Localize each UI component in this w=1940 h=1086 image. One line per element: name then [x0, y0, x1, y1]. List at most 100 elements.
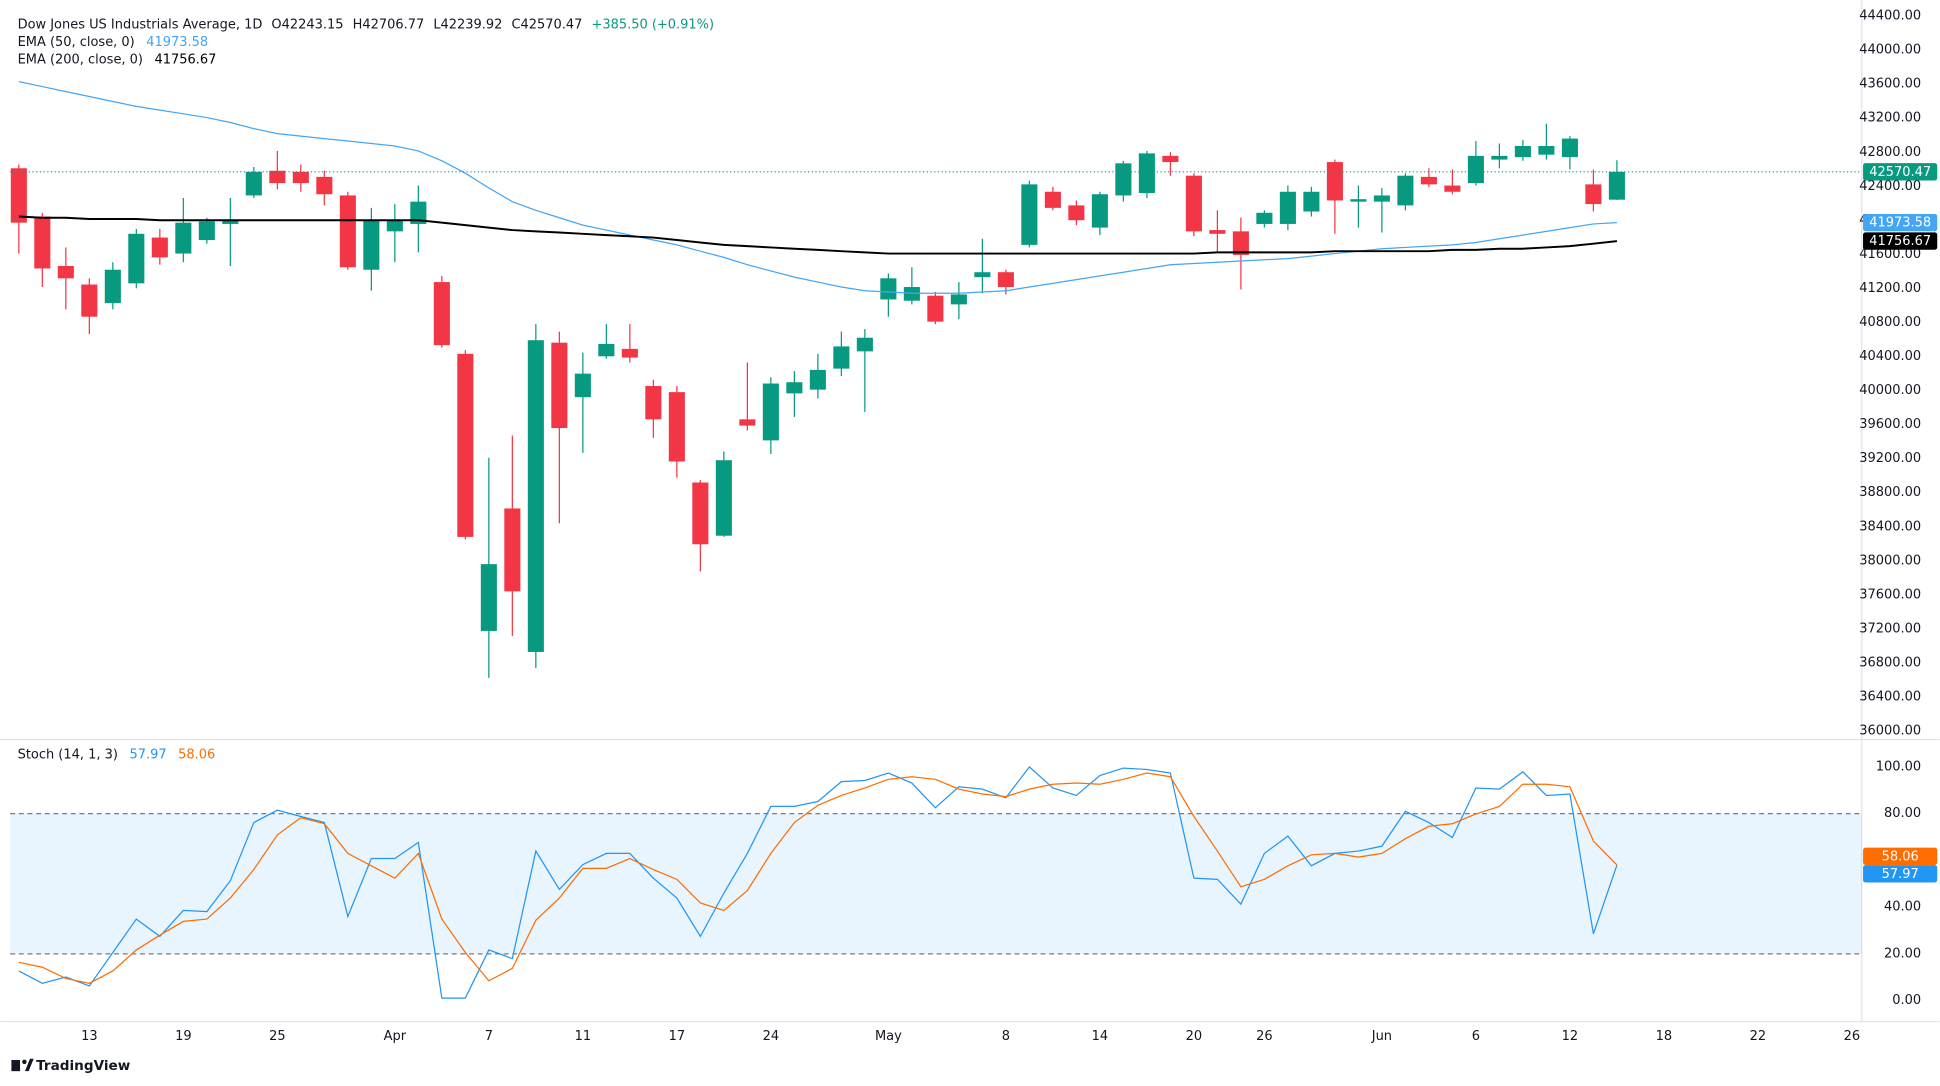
- x-tick-label: 19: [175, 1029, 192, 1044]
- series-value-tag-bg: [1863, 847, 1938, 865]
- candle-body: [574, 373, 591, 398]
- x-tick-label: May: [875, 1029, 902, 1044]
- x-tick-label: 6: [1472, 1029, 1480, 1044]
- candle-body: [480, 564, 497, 631]
- legend-value: 41973.58: [146, 35, 208, 50]
- series-value-tag-bg: [1863, 865, 1938, 883]
- y-tick-label: 43200.00: [1859, 111, 1921, 126]
- candle-body: [386, 220, 403, 232]
- y-tick-label: 38000.00: [1859, 553, 1921, 568]
- y-tick-label: 43600.00: [1859, 77, 1921, 92]
- x-tick-label: 22: [1750, 1029, 1767, 1044]
- y-tick-label: 44400.00: [1859, 9, 1921, 24]
- candle-body: [198, 221, 215, 241]
- header: Dow Jones US Industrials Average, 1D O42…: [18, 17, 714, 32]
- candle-body: [1326, 162, 1343, 201]
- change: +385.50 (+0.91%): [592, 17, 715, 32]
- candle-body: [786, 382, 803, 394]
- series-price-tag: 41973.58: [1869, 216, 1931, 231]
- line-series: [18, 766, 1618, 999]
- brand-logo: TradingView: [11, 1058, 131, 1074]
- candle-body: [10, 168, 27, 223]
- series-price-tag-bg: [1863, 213, 1938, 232]
- candle-body: [762, 383, 779, 441]
- legend-value: 41756.67: [155, 52, 217, 67]
- logo-shape: [11, 1060, 21, 1072]
- candle-body: [668, 392, 685, 462]
- x-tick-label: 17: [669, 1029, 686, 1044]
- candle-body: [1021, 184, 1038, 245]
- line-series: [18, 772, 1618, 985]
- candle-body: [1162, 155, 1179, 163]
- candle-body: [997, 272, 1014, 288]
- candle-body: [1420, 176, 1437, 185]
- candle-body: [222, 220, 239, 224]
- last-price-tag: 42570.47: [1869, 165, 1931, 180]
- candle-body: [104, 269, 121, 304]
- y-tick-label: 100.00: [1876, 759, 1921, 774]
- candle-body: [245, 171, 262, 196]
- ohlc-close: C42570.47: [512, 17, 583, 32]
- candle-body: [1091, 194, 1108, 228]
- x-tick-label: 18: [1656, 1029, 1673, 1044]
- y-tick-label: 44000.00: [1859, 43, 1921, 58]
- series-price-tag: 41756.67: [1869, 234, 1931, 249]
- candle-body: [950, 294, 967, 305]
- candle-body: [1209, 230, 1226, 234]
- candle-body: [1467, 155, 1484, 184]
- y-tick-label: 42800.00: [1859, 145, 1921, 160]
- series-value-tag: 58.06: [1882, 849, 1919, 864]
- candle-body: [692, 482, 709, 545]
- candle-body: [1138, 153, 1155, 194]
- candle-body: [57, 265, 74, 279]
- line-series: [18, 215, 1618, 255]
- candle-body: [903, 287, 920, 301]
- candle-body: [1444, 185, 1461, 192]
- x-tick-label: 12: [1562, 1029, 1579, 1044]
- x-tick-label: 26: [1844, 1029, 1861, 1044]
- candle-body: [927, 295, 944, 322]
- y-tick-label: 41600.00: [1859, 247, 1921, 262]
- ohlc-open: O42243.15: [271, 17, 343, 32]
- y-tick-label: 36400.00: [1859, 689, 1921, 704]
- candle-body: [1538, 145, 1555, 155]
- y-tick-label: 42400.00: [1859, 179, 1921, 194]
- legend-value: 57.97: [129, 747, 166, 762]
- logo-shape: [25, 1058, 34, 1072]
- ohlc-low: L42239.92: [433, 17, 502, 32]
- candle-body: [880, 278, 897, 300]
- last-price-tag-bg: [1863, 163, 1938, 181]
- legend-value: 58.06: [178, 747, 215, 762]
- candle-body: [1373, 195, 1390, 202]
- y-tick-label: 38800.00: [1859, 485, 1921, 500]
- y-tick-label: 39200.00: [1859, 451, 1921, 466]
- candle-body: [527, 340, 544, 652]
- candle-body: [1561, 138, 1578, 158]
- legend-name: Stoch (14, 1, 3): [18, 747, 118, 762]
- candle-body: [1514, 145, 1531, 158]
- x-tick-label: 20: [1186, 1029, 1203, 1044]
- legend-ema50: EMA (50, close, 0) 41973.58: [18, 35, 209, 50]
- x-tick-label: 7: [485, 1029, 493, 1044]
- y-tick-label: 37600.00: [1859, 587, 1921, 602]
- y-tick-label: 80.00: [1884, 806, 1921, 821]
- x-tick-label: 14: [1092, 1029, 1109, 1044]
- candle-body: [1608, 171, 1625, 200]
- candle-body: [1303, 191, 1320, 212]
- y-tick-label: 40400.00: [1859, 349, 1921, 364]
- candle-body: [34, 216, 51, 269]
- y-tick-label: 0.00: [1892, 993, 1921, 1008]
- candle-body: [292, 171, 309, 184]
- band-fill: [10, 813, 1862, 954]
- y-tick-label: 20.00: [1884, 946, 1921, 961]
- legend-name: EMA (200, close, 0): [18, 52, 143, 67]
- candle-body: [269, 170, 286, 184]
- x-tick-label: Apr: [384, 1029, 407, 1044]
- logo-shape: [22, 1059, 27, 1065]
- candle-body: [504, 508, 521, 592]
- candle-body: [175, 222, 192, 254]
- plot-layer: 13 19 25 Apr 7 11 17 24 May 8 14 20 26 Jun 6 12 18 22 26 36…: [10, 9, 1938, 1044]
- candle-body: [739, 419, 756, 426]
- candle-body: [833, 346, 850, 369]
